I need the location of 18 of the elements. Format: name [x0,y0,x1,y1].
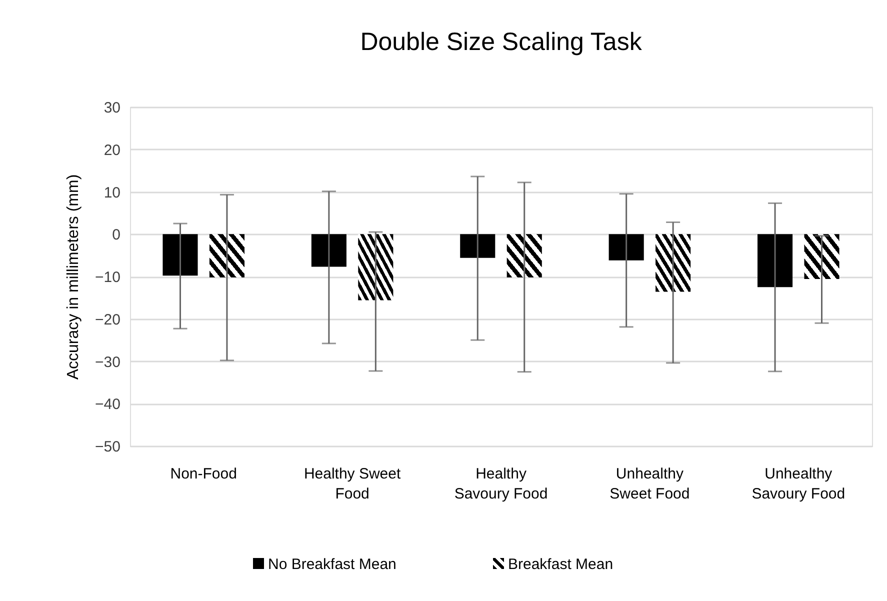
x-tick-label: Unhealthy Savoury Food [752,466,846,502]
y-tick-label: −10 [95,269,120,286]
chart-title: Double Size Scaling Task [360,28,642,56]
legend-label: No Breakfast Mean [268,556,396,573]
y-tick-label: 0 [112,226,120,244]
x-tick-label: Healthy Savoury Food [454,466,548,502]
x-tick-label: Healthy Sweet Food [304,466,402,502]
x-tick-label: Unhealthy Sweet Food [610,466,690,502]
y-tick-label: −50 [95,438,120,456]
y-tick-label: 10 [104,184,120,202]
y-axis-title: Accuracy in millimeters (mm) [65,174,82,380]
y-tick-label: 20 [104,142,120,159]
y-tick-label: −40 [95,396,120,414]
y-tick-label: −20 [95,311,120,328]
x-tick-label: Non-Food [170,466,237,482]
legend-label: Breakfast Mean [508,556,614,573]
y-tick-label: −30 [95,354,120,371]
y-tick-label: 30 [104,100,120,116]
